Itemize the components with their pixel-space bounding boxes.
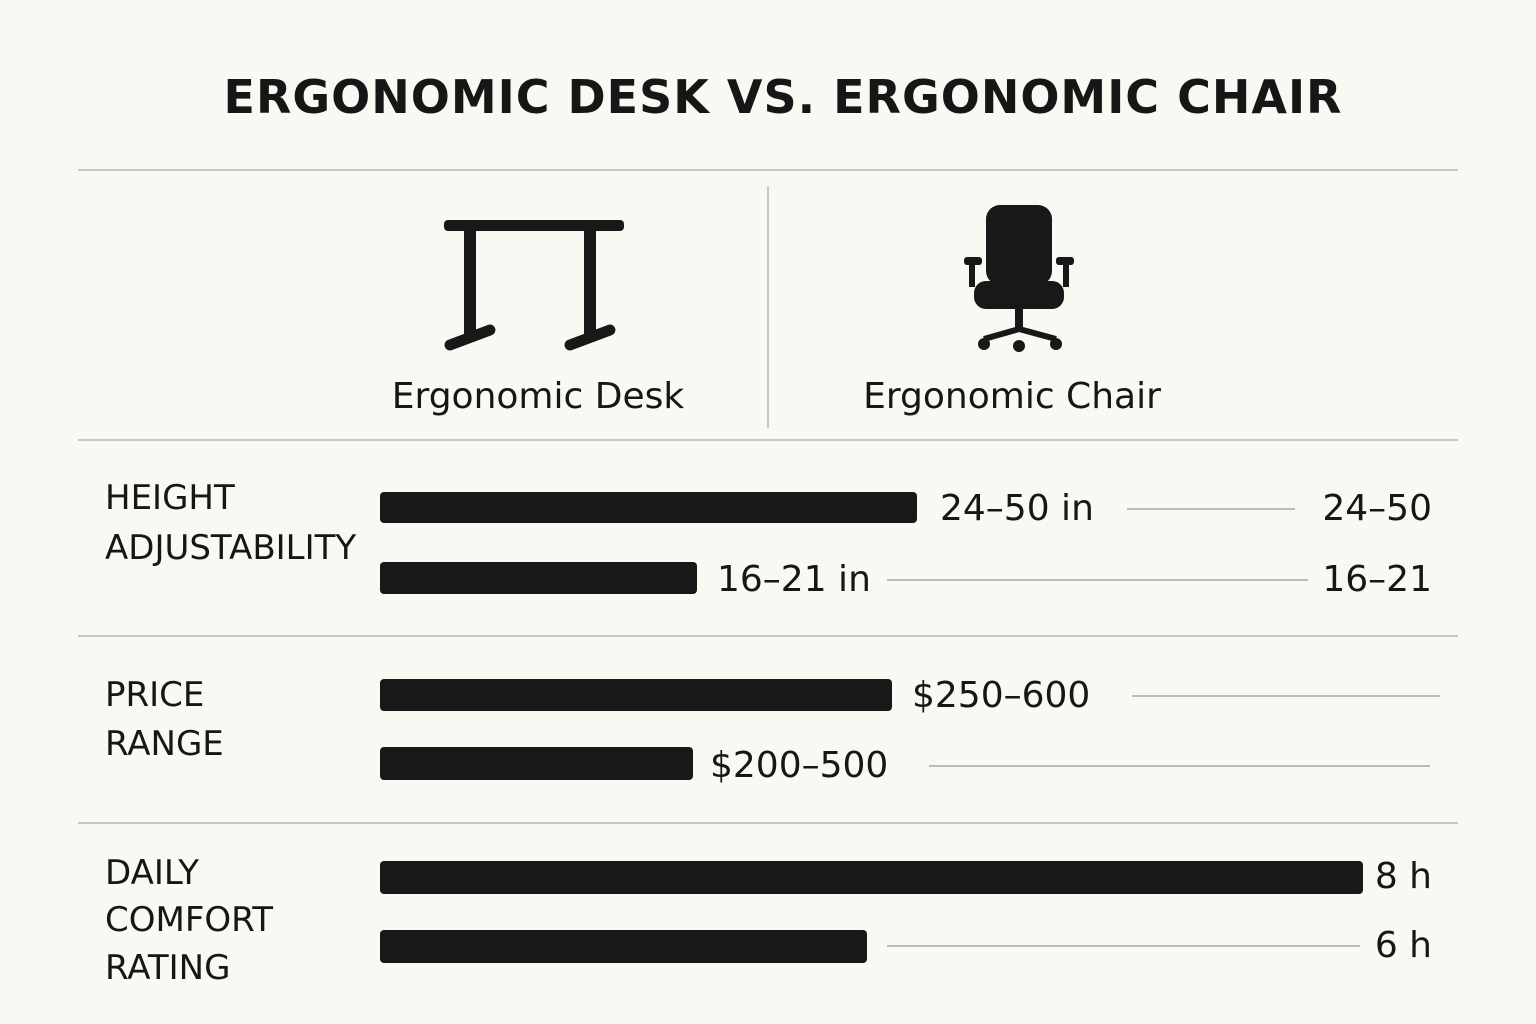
value-label: $250–600 xyxy=(912,675,1091,716)
column-label: Ergonomic Desk xyxy=(391,376,685,417)
leader-line xyxy=(1127,508,1295,510)
desk-icon xyxy=(444,220,624,351)
leader-line xyxy=(1132,695,1440,697)
divider xyxy=(767,186,769,428)
row-label: PRICE xyxy=(105,675,205,715)
column-label: Ergonomic Chair xyxy=(863,376,1161,417)
row-label: RATING xyxy=(105,948,231,988)
bar xyxy=(380,679,892,711)
row-label: ADJUSTABILITY xyxy=(105,528,357,568)
row-label: DAILY xyxy=(105,853,200,893)
divider xyxy=(78,169,1458,171)
divider xyxy=(78,635,1458,637)
chair-icon xyxy=(964,205,1074,352)
bar xyxy=(380,861,1363,894)
value-label: 24–50 in xyxy=(940,488,1094,529)
bar xyxy=(380,562,697,594)
row-label: COMFORT xyxy=(105,900,274,940)
leader-line xyxy=(887,579,1308,581)
bar xyxy=(380,747,693,780)
bar xyxy=(380,930,867,963)
value-label: 6 h xyxy=(1374,925,1432,966)
value-label: 16–21 in xyxy=(717,559,871,600)
row-label: RANGE xyxy=(105,724,224,764)
leader-line xyxy=(929,765,1430,767)
divider xyxy=(78,439,1458,441)
leader-line xyxy=(887,945,1360,947)
value-label: $200–500 xyxy=(710,745,889,786)
value-label: 8 h xyxy=(1374,856,1432,897)
bar xyxy=(380,492,917,523)
divider xyxy=(78,822,1458,824)
row-label: HEIGHT xyxy=(105,478,235,518)
title: ERGONOMIC DESK VS. ERGONOMIC CHAIR xyxy=(223,70,1343,124)
right-label: 24–50 xyxy=(1322,488,1432,529)
right-label: 16–21 xyxy=(1322,559,1432,600)
